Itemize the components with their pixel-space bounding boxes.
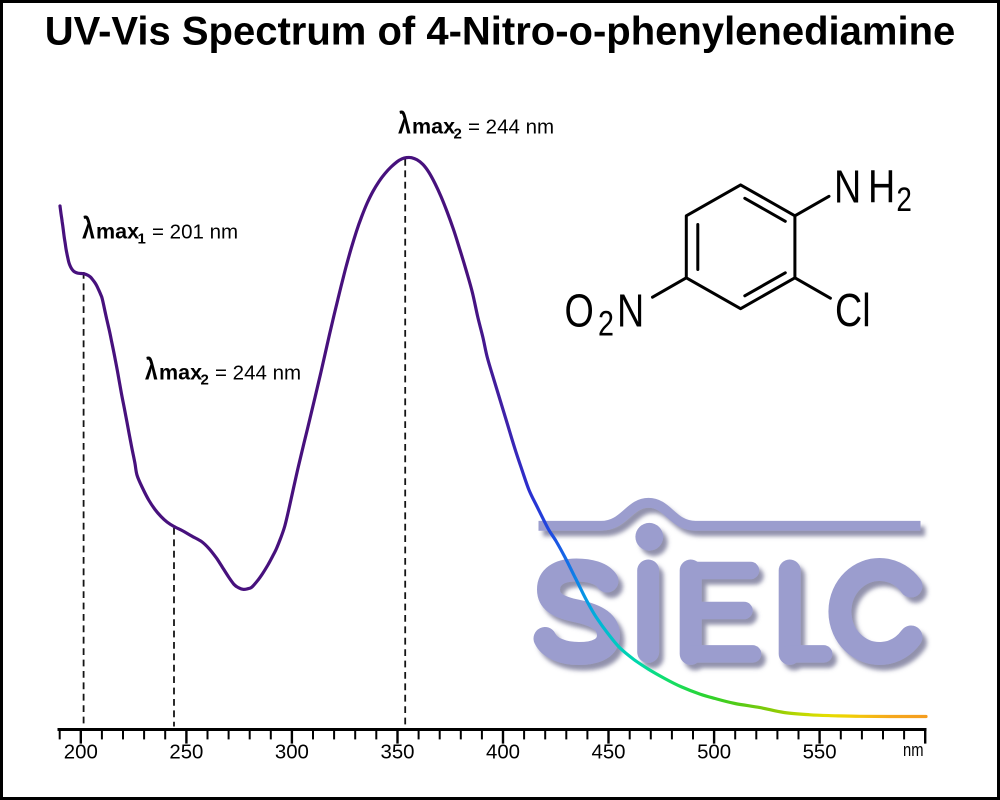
- svg-text:550: 550: [803, 741, 837, 763]
- svg-text:450: 450: [591, 741, 625, 763]
- svg-text:nm: nm: [903, 739, 924, 760]
- svg-text:350: 350: [380, 741, 414, 763]
- svg-text:max: max: [412, 115, 455, 139]
- svg-text:2: 2: [454, 126, 462, 143]
- svg-text:2: 2: [201, 372, 209, 389]
- svg-text:λ: λ: [145, 351, 158, 386]
- svg-text:= 244 nm: = 244 nm: [215, 362, 301, 385]
- svg-text:λ: λ: [82, 210, 95, 245]
- svg-text:max: max: [159, 361, 202, 385]
- svg-text:1: 1: [138, 231, 146, 248]
- svg-text:O: O: [564, 285, 593, 336]
- svg-text:max: max: [96, 219, 139, 243]
- svg-text:300: 300: [275, 741, 309, 763]
- svg-text:Cl: Cl: [835, 284, 871, 335]
- svg-text:= 201 nm: = 201 nm: [152, 220, 238, 243]
- svg-text:NH: NH: [834, 161, 902, 212]
- svg-text:500: 500: [697, 741, 731, 763]
- svg-text:400: 400: [486, 741, 520, 763]
- svg-text:= 244 nm: = 244 nm: [468, 116, 554, 139]
- svg-text:UV-Vis Spectrum of 4-Nitro-o-p: UV-Vis Spectrum of 4-Nitro-o-phenylenedi…: [45, 10, 956, 54]
- svg-text:2: 2: [896, 180, 912, 218]
- svg-text:250: 250: [169, 741, 203, 763]
- svg-text:2: 2: [598, 304, 614, 343]
- svg-text:λ: λ: [398, 105, 411, 140]
- svg-text:N: N: [617, 285, 644, 336]
- svg-text:200: 200: [64, 741, 98, 763]
